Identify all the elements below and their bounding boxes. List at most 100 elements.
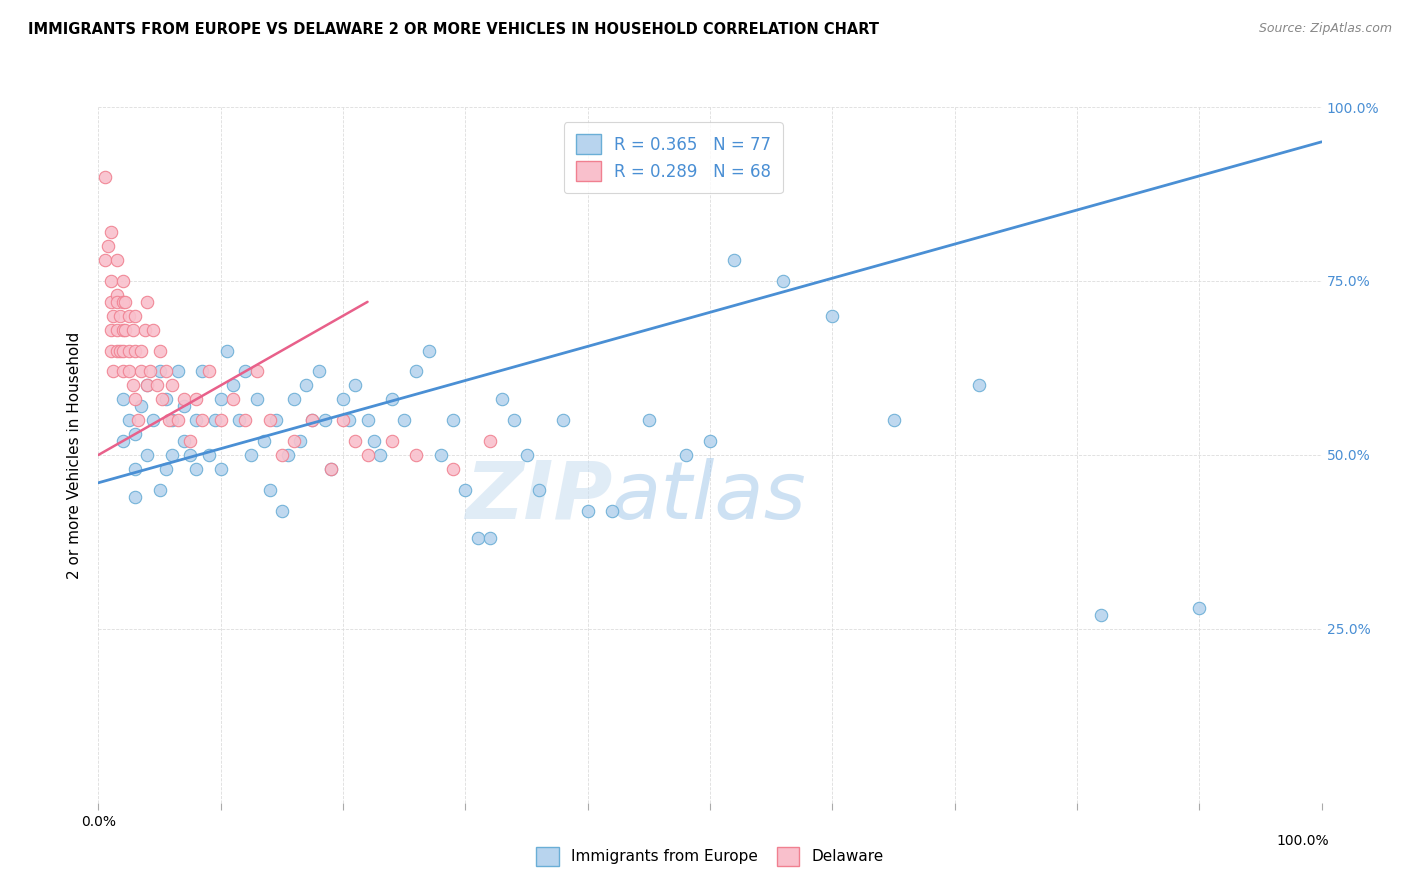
Point — [209, 413, 232, 427]
Point — [111, 434, 134, 448]
Point — [478, 434, 501, 448]
Point — [186, 413, 208, 427]
Text: ZIP: ZIP — [465, 458, 612, 536]
Point — [121, 323, 143, 337]
Point — [454, 483, 477, 497]
Point — [139, 364, 162, 378]
Text: IMMIGRANTS FROM EUROPE VS DELAWARE 2 OR MORE VEHICLES IN HOUSEHOLD CORRELATION C: IMMIGRANTS FROM EUROPE VS DELAWARE 2 OR … — [28, 22, 879, 37]
Point — [111, 364, 134, 378]
Point — [392, 413, 416, 427]
Point — [149, 483, 172, 497]
Point — [105, 288, 128, 302]
Point — [149, 364, 172, 378]
Point — [491, 392, 513, 407]
Point — [295, 378, 318, 392]
Point — [129, 399, 152, 413]
Point — [160, 378, 183, 392]
Point — [111, 392, 134, 407]
Point — [105, 323, 128, 337]
Point — [553, 413, 575, 427]
Point — [155, 364, 177, 378]
Point — [136, 448, 159, 462]
Point — [319, 462, 342, 476]
Point — [314, 413, 336, 427]
Point — [111, 294, 134, 309]
Point — [173, 392, 195, 407]
Point — [515, 448, 537, 462]
Point — [160, 448, 183, 462]
Point — [283, 434, 305, 448]
Point — [233, 413, 256, 427]
Point — [179, 448, 201, 462]
Point — [100, 323, 122, 337]
Point — [101, 309, 124, 323]
Point — [155, 392, 177, 407]
Point — [186, 462, 208, 476]
Point — [105, 343, 128, 358]
Point — [101, 364, 124, 378]
Point — [97, 239, 120, 253]
Point — [699, 434, 721, 448]
Point — [129, 364, 152, 378]
Point — [93, 253, 115, 268]
Point — [114, 323, 136, 337]
Point — [344, 378, 367, 392]
Point — [118, 309, 141, 323]
Point — [157, 413, 180, 427]
Point — [105, 294, 128, 309]
Point — [191, 364, 214, 378]
Point — [723, 253, 745, 268]
Legend: Immigrants from Europe, Delaware: Immigrants from Europe, Delaware — [530, 841, 890, 871]
Point — [638, 413, 661, 427]
Point — [381, 434, 404, 448]
Text: Source: ZipAtlas.com: Source: ZipAtlas.com — [1258, 22, 1392, 36]
Point — [118, 413, 141, 427]
Point — [150, 392, 173, 407]
Point — [111, 274, 134, 288]
Point — [134, 323, 156, 337]
Point — [149, 343, 172, 358]
Point — [136, 378, 159, 392]
Point — [259, 413, 281, 427]
Point — [246, 364, 269, 378]
Point — [405, 448, 427, 462]
Point — [441, 413, 464, 427]
Point — [173, 434, 195, 448]
Point — [344, 434, 367, 448]
Point — [100, 343, 122, 358]
Point — [136, 378, 159, 392]
Point — [381, 392, 404, 407]
Point — [155, 462, 177, 476]
Point — [478, 532, 501, 546]
Point — [146, 378, 169, 392]
Point — [124, 343, 146, 358]
Point — [252, 434, 274, 448]
Point — [186, 392, 208, 407]
Point — [204, 413, 226, 427]
Point — [100, 225, 122, 239]
Point — [270, 503, 294, 517]
Point — [222, 378, 245, 392]
Point — [124, 309, 146, 323]
Point — [142, 323, 165, 337]
Point — [264, 413, 287, 427]
Point — [142, 413, 165, 427]
Point — [332, 392, 354, 407]
Point — [240, 448, 263, 462]
Point — [441, 462, 464, 476]
Point — [209, 462, 232, 476]
Point — [259, 483, 281, 497]
Point — [100, 274, 122, 288]
Point — [430, 448, 453, 462]
Point — [228, 413, 250, 427]
Point — [308, 364, 330, 378]
Point — [222, 392, 245, 407]
Point — [93, 169, 115, 184]
Point — [197, 448, 219, 462]
Point — [179, 434, 201, 448]
Point — [246, 392, 269, 407]
Point — [110, 343, 132, 358]
Point — [197, 364, 219, 378]
Point — [124, 392, 146, 407]
Point — [967, 378, 990, 392]
